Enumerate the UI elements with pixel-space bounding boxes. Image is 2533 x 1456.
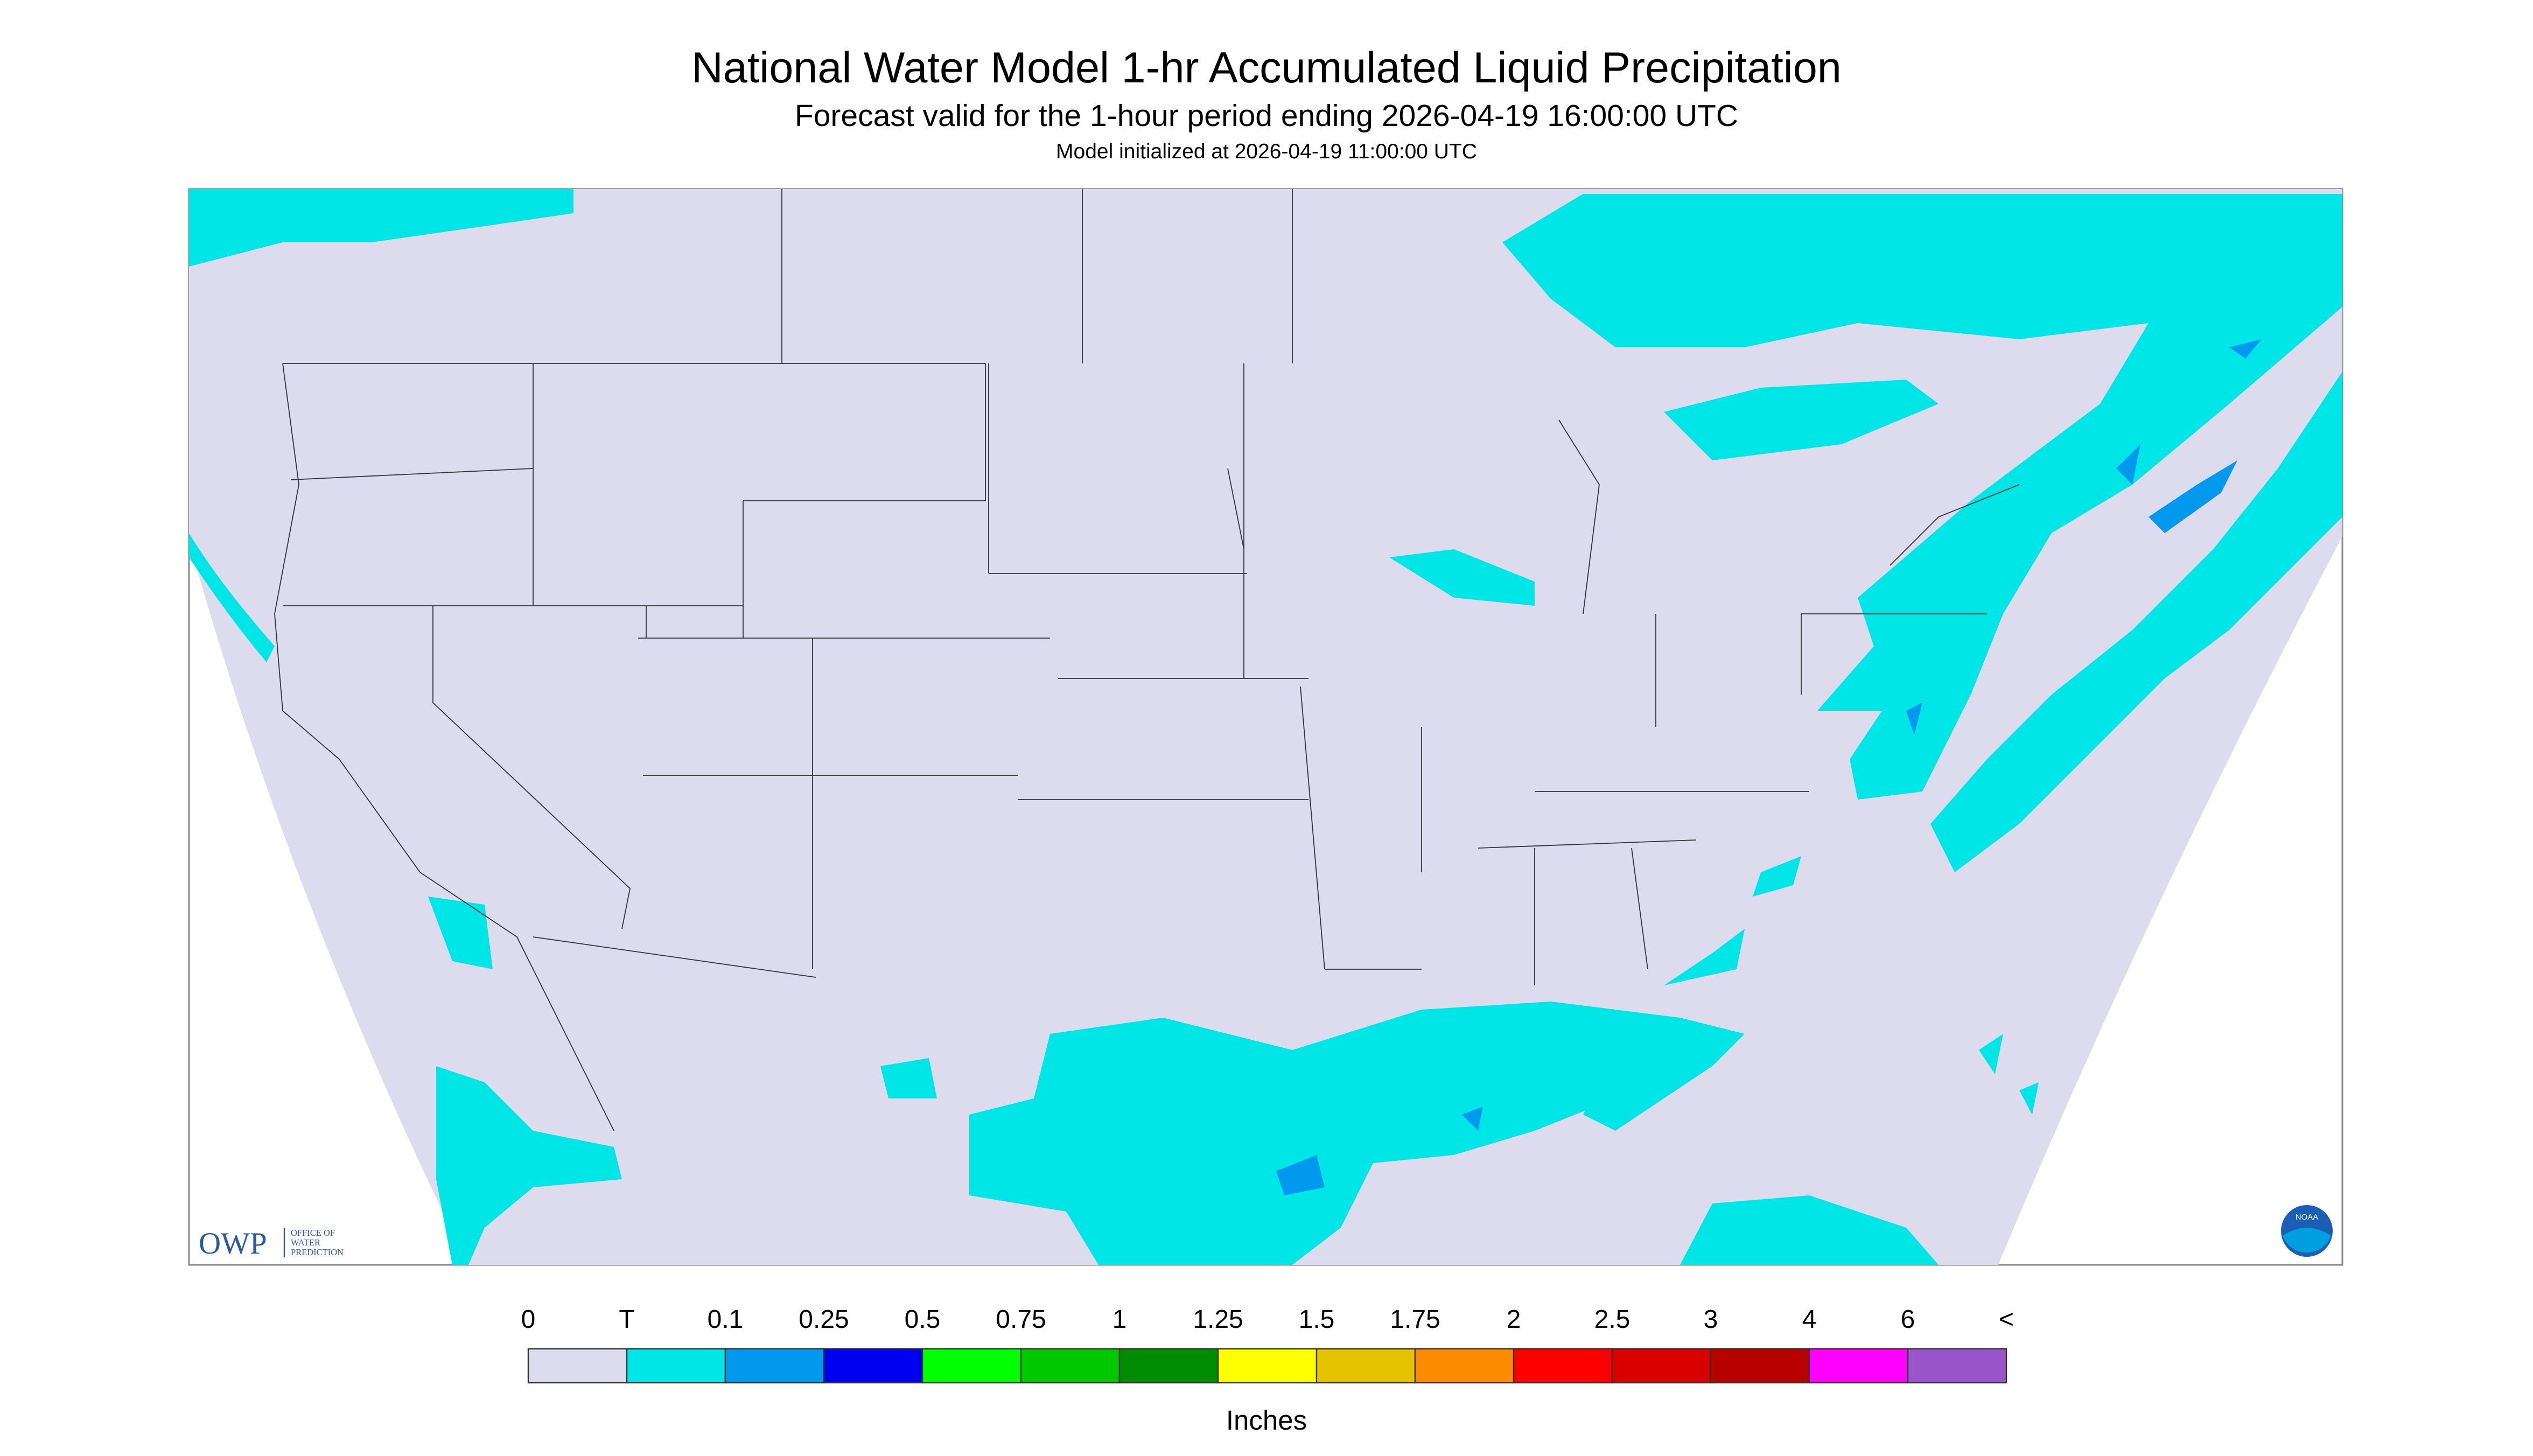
legend-swatch: [724, 1348, 825, 1384]
legend-swatch: [1217, 1348, 1318, 1384]
legend-swatch: [1710, 1348, 1810, 1384]
init-note: Model initialized at 2026-04-19 11:00:00…: [1056, 140, 1477, 163]
legend-label: 4: [1802, 1305, 1817, 1334]
legend-swatch: [823, 1348, 923, 1384]
legend-label: 0.25: [799, 1305, 849, 1334]
legend-label: <: [1999, 1305, 2014, 1334]
legend-swatch: [1907, 1348, 2007, 1384]
legend-swatch: [1808, 1348, 1909, 1384]
legend-swatch: [626, 1348, 726, 1384]
legend-label: 1.25: [1193, 1305, 1243, 1334]
legend-unit: Inches: [1226, 1405, 1307, 1436]
owp-name-line: OFFICE OF: [291, 1228, 335, 1238]
subtitle: Forecast valid for the 1-hour period end…: [795, 99, 1738, 133]
legend-label: 1.5: [1299, 1305, 1335, 1334]
precip-heavier: [1276, 339, 2262, 1196]
legend-swatch: [1611, 1348, 1712, 1384]
legend-swatch: [1118, 1348, 1219, 1384]
owp-name-line: WATER: [291, 1237, 320, 1248]
title: National Water Model 1-hr Accumulated Li…: [691, 44, 1842, 92]
legend-swatch: [921, 1348, 1022, 1384]
boundaries: [274, 189, 2020, 1131]
owp-logo-text: OWP: [199, 1227, 267, 1261]
legend-label: 3: [1704, 1305, 1718, 1334]
owp-name-line: PREDICTION: [291, 1247, 344, 1257]
legend-label: 0.1: [708, 1305, 744, 1334]
legend-label: 0.75: [996, 1305, 1046, 1334]
legend-swatch: [1020, 1348, 1121, 1384]
legend-swatch: [1513, 1348, 1613, 1384]
legend-label: T: [619, 1305, 634, 1334]
map: [188, 188, 2343, 1266]
legend-swatch: [527, 1348, 628, 1384]
legend-label: 2: [1507, 1305, 1521, 1334]
legend-label: 6: [1901, 1305, 1915, 1334]
legend-label: 0.5: [905, 1305, 941, 1334]
legend-label: 1.75: [1390, 1305, 1440, 1334]
legend: 0 T 0.1 0.25 0.5 0.75 1 1.25 1.5 1.75 2 2.5 3 4 6 <: [521, 1305, 2014, 1384]
legend-label: 0: [521, 1305, 536, 1334]
noaa-logo: NOAA: [2281, 1205, 2333, 1257]
noaa-text: NOAA: [2296, 1213, 2319, 1222]
legend-swatch: [1316, 1348, 1416, 1384]
legend-label: 1: [1112, 1305, 1127, 1334]
legend-label: 2.5: [1594, 1305, 1631, 1334]
owp-logo: OWP OFFICE OF WATER PREDICTION: [199, 1227, 344, 1261]
precip-areas: [189, 189, 2342, 1265]
noaa-wave: [2283, 1228, 2331, 1253]
model-domain: [189, 189, 2342, 1265]
legend-swatch: [1414, 1348, 1515, 1384]
